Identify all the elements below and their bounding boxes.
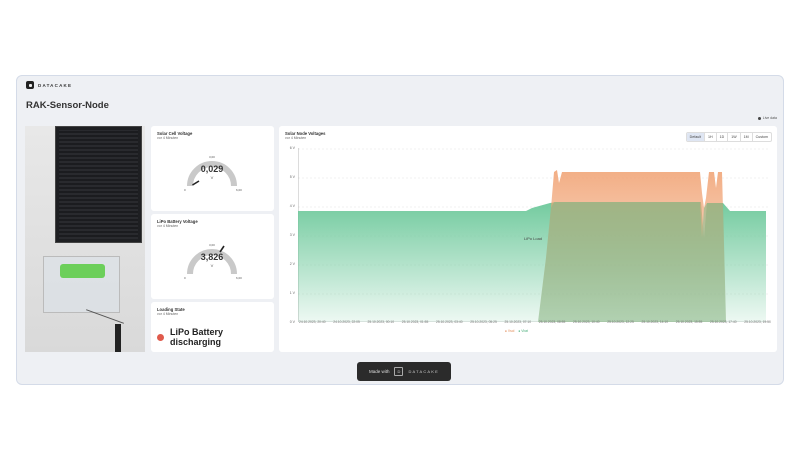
footer-brand: DATACAKE: [408, 369, 440, 374]
voltage-area-chart: LiPo Load: [298, 148, 770, 322]
x-tick: 25.10.2023, 07:10: [504, 320, 532, 324]
live-dot-icon: [757, 116, 761, 120]
gauge-value: 3,826: [200, 252, 224, 262]
solar-panel-image: [55, 126, 142, 243]
status-line-2: discharging: [170, 337, 222, 347]
legend-label: Vbat: [521, 329, 529, 333]
chart-subtitle: vor 4 Minuten: [285, 136, 307, 140]
gauge-unit: V: [210, 263, 214, 268]
card-subtitle: vor 4 Minuten: [157, 224, 179, 228]
battery-voltage-card: LiPo Battery Voltage vor 4 Minuten 3,826…: [151, 214, 274, 299]
battery-image: [60, 264, 105, 278]
gauge-value: 0,029: [200, 164, 224, 174]
gauge-arc-icon: [187, 161, 237, 187]
status-dot-icon: [157, 333, 164, 341]
gauge-mid-label: 3,00: [209, 155, 215, 159]
gauge-max-label: 6,00: [236, 276, 242, 280]
y-tick-0: 0 V: [289, 320, 295, 324]
loading-state-card: Loading State vor 4 Minuten LiPo Battery…: [151, 302, 274, 352]
range-1d-button[interactable]: 1D: [717, 133, 729, 141]
legend-item-vbat[interactable]: ● Vbat: [518, 329, 529, 333]
sensor-probe-image: [115, 324, 121, 352]
y-tick-5: 5 V: [289, 175, 295, 179]
page-title: RAK-Sensor-Node: [26, 100, 109, 111]
x-tick: 25.10.2023, 17:40: [710, 320, 737, 324]
card-title: LiPo Battery Voltage: [157, 219, 198, 224]
gauge-unit: V: [210, 175, 214, 180]
range-default-button[interactable]: Default: [686, 133, 705, 141]
card-title: Loading State: [157, 307, 185, 312]
time-range-selector: Default 1H 1D 1W 1M Custom: [685, 132, 772, 142]
gauge-max-label: 6,00: [236, 188, 242, 192]
gauge-mid-label: 3,00: [209, 243, 215, 247]
x-axis-labels: 24.10.2023, 20:40 24.10.2023, 22:05 25.1…: [299, 320, 771, 324]
gauge-min-label: 0: [184, 276, 186, 280]
x-tick: 24.10.2023, 22:05: [333, 320, 360, 324]
status-line-1: LiPo Battery: [170, 327, 224, 337]
x-tick: 25.10.2023, 19:50: [744, 320, 771, 324]
x-tick: 25.10.2023, 08:55: [538, 320, 566, 324]
y-tick-2: 2 V: [289, 262, 295, 266]
x-tick: 25.10.2023, 05:25: [470, 320, 497, 324]
range-custom-button[interactable]: Custom: [755, 135, 768, 139]
device-photo: [25, 126, 145, 352]
y-tick-4: 4 V: [289, 204, 295, 208]
brand-header[interactable]: DATACAKE: [26, 81, 72, 89]
gauge-min-label: 0: [184, 188, 186, 192]
brand-name: DATACAKE: [38, 82, 73, 88]
solar-voltage-card: Solar Cell Voltage vor 4 Minuten 0,029 V…: [151, 126, 274, 211]
battery-voltage-gauge: 3,826 V 0 3,00 6,00: [182, 240, 242, 280]
card-title: Solar Cell Voltage: [157, 131, 193, 136]
x-tick: 25.10.2023, 10:40: [573, 320, 600, 324]
made-with-label: Made with: [368, 369, 390, 374]
chart-legend: ● Vsol ● Vbat: [505, 329, 528, 333]
x-tick: 25.10.2023, 14:10: [641, 320, 669, 324]
card-subtitle: vor 4 Minuten: [157, 312, 179, 316]
chart-card: Solar Node Voltages vor 4 Minuten Defaul…: [279, 126, 777, 352]
range-1w-button[interactable]: 1W: [728, 133, 741, 141]
y-tick-3: 3 V: [289, 233, 295, 237]
x-tick: 25.10.2023, 03:40: [436, 320, 463, 324]
x-tick: 25.10.2023, 15:55: [675, 320, 703, 324]
legend-label: Vsol: [507, 329, 515, 333]
chart-title: Solar Node Voltages: [285, 131, 326, 136]
datacake-logo-icon: [26, 81, 34, 89]
dashboard-frame: DATACAKE RAK-Sensor-Node Live data Solar…: [16, 75, 784, 385]
x-tick: 25.10.2023, 01:55: [401, 320, 429, 324]
datacake-logo-icon: D: [394, 367, 404, 376]
x-tick: 24.10.2023, 20:40: [299, 320, 326, 324]
solar-voltage-gauge: 0,029 V 0 3,00 6,00: [182, 152, 242, 192]
made-with-datacake-badge[interactable]: Made with D DATACAKE: [357, 362, 451, 381]
loading-status: LiPo Battery discharging: [157, 327, 223, 347]
x-tick: 25.10.2023, 12:25: [607, 320, 634, 324]
card-subtitle: vor 4 Minuten: [157, 136, 179, 140]
live-data-indicator: Live data: [757, 116, 777, 120]
y-tick-1: 1 V: [289, 291, 295, 295]
range-1m-button[interactable]: 1M: [741, 133, 753, 141]
lipo-load-annotation: LiPo Load: [524, 236, 542, 241]
gauge-arc-icon: [187, 245, 237, 275]
legend-item-vsol[interactable]: ● Vsol: [505, 329, 515, 333]
x-tick: 25.10.2023, 00:10: [367, 320, 395, 324]
y-tick-6: 6 V: [289, 146, 295, 150]
live-data-label: Live data: [762, 116, 777, 120]
range-1h-button[interactable]: 1H: [705, 133, 717, 141]
